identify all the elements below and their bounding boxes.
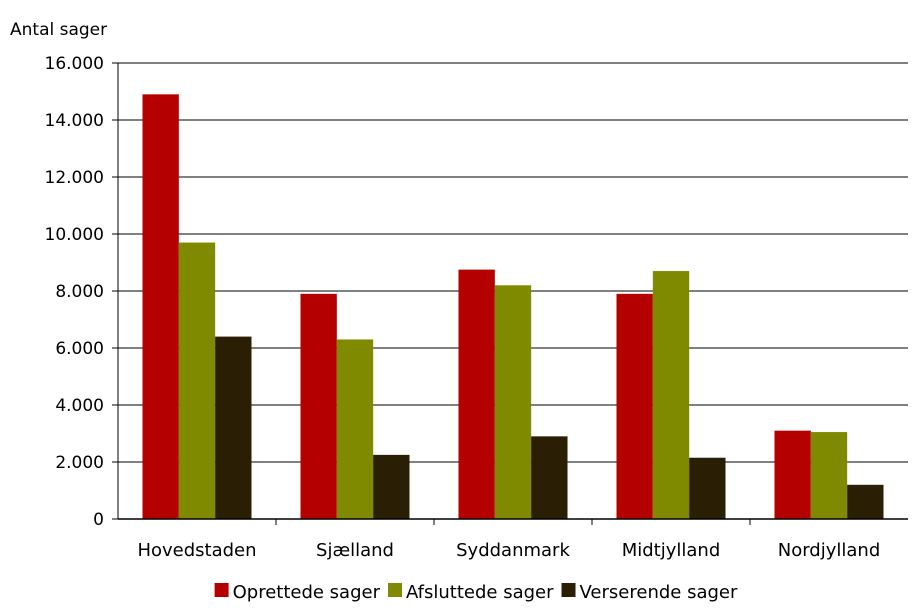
legend: Oprettede sager Afsluttede sager Verserend… bbox=[214, 582, 738, 603]
axes bbox=[117, 63, 908, 525]
bar bbox=[689, 457, 726, 519]
y-tick-label: 16.000 bbox=[45, 54, 104, 74]
y-tick-label: 12.000 bbox=[45, 168, 104, 188]
bar bbox=[373, 454, 410, 519]
legend-label: Oprettede sager bbox=[233, 582, 381, 603]
bar bbox=[810, 432, 848, 519]
y-tick-label: 4.000 bbox=[55, 396, 104, 416]
bar bbox=[215, 336, 252, 519]
legend-item: Oprettede sager bbox=[214, 582, 381, 603]
y-tick-label: 0 bbox=[93, 510, 104, 530]
bar bbox=[847, 484, 884, 519]
bar bbox=[178, 242, 216, 520]
legend-label: Afsluttede sager bbox=[406, 582, 554, 603]
legend-label: Verserende sager bbox=[580, 582, 738, 603]
y-axis-ticks: 0 2.000 4.000 6.000 8.000 10.000 12.000 14.000 1… bbox=[45, 54, 118, 530]
x-tick-label: Sjælland bbox=[316, 540, 394, 561]
legend-item: Verserende sager bbox=[561, 582, 738, 603]
bar bbox=[616, 293, 653, 519]
x-tick-label: Hovedstaden bbox=[137, 540, 256, 561]
x-tick-label: Syddanmark bbox=[456, 540, 570, 561]
bar bbox=[336, 339, 374, 519]
x-axis-labels: Hovedstaden Sjælland Syddanmark Midtjylland… bbox=[137, 540, 880, 561]
y-axis-label: Antal sager bbox=[10, 20, 107, 40]
legend-item: Afsluttede sager bbox=[388, 582, 554, 603]
y-tick-label: 8.000 bbox=[55, 282, 104, 302]
bars bbox=[142, 94, 884, 520]
bar bbox=[774, 430, 811, 519]
x-tick-label: Midtjylland bbox=[622, 540, 721, 561]
legend-swatch bbox=[561, 583, 576, 597]
bar bbox=[531, 436, 568, 519]
bar bbox=[494, 285, 532, 519]
bar bbox=[652, 271, 690, 519]
y-tick-label: 10.000 bbox=[45, 225, 104, 245]
x-tick-label: Nordjylland bbox=[778, 540, 881, 561]
bar bbox=[300, 293, 337, 519]
bar bbox=[142, 94, 179, 519]
legend-swatch bbox=[214, 583, 229, 597]
y-tick-label: 2.000 bbox=[55, 453, 104, 473]
y-tick-label: 14.000 bbox=[45, 111, 104, 131]
y-tick-label: 6.000 bbox=[55, 339, 104, 359]
bar bbox=[458, 269, 495, 519]
legend-swatch bbox=[388, 583, 403, 597]
